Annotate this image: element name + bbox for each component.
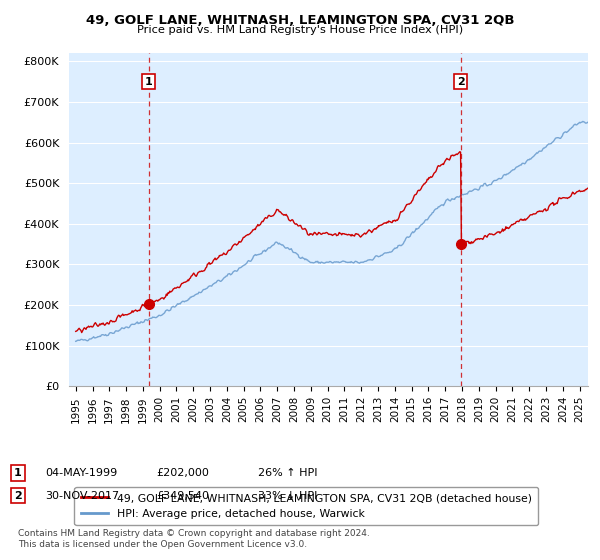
Text: £349,540: £349,540 [156,491,209,501]
Text: 26% ↑ HPI: 26% ↑ HPI [258,468,317,478]
Text: 30-NOV-2017: 30-NOV-2017 [45,491,119,501]
Text: 1: 1 [145,77,152,87]
Text: 2: 2 [14,491,22,501]
Text: 04-MAY-1999: 04-MAY-1999 [45,468,117,478]
Text: Price paid vs. HM Land Registry's House Price Index (HPI): Price paid vs. HM Land Registry's House … [137,25,463,35]
Text: 33% ↓ HPI: 33% ↓ HPI [258,491,317,501]
Text: 2: 2 [457,77,464,87]
Legend: 49, GOLF LANE, WHITNASH, LEAMINGTON SPA, CV31 2QB (detached house), HPI: Average: 49, GOLF LANE, WHITNASH, LEAMINGTON SPA,… [74,487,538,525]
Text: Contains HM Land Registry data © Crown copyright and database right 2024.
This d: Contains HM Land Registry data © Crown c… [18,529,370,549]
Text: 49, GOLF LANE, WHITNASH, LEAMINGTON SPA, CV31 2QB: 49, GOLF LANE, WHITNASH, LEAMINGTON SPA,… [86,14,514,27]
Text: £202,000: £202,000 [156,468,209,478]
Text: 1: 1 [14,468,22,478]
